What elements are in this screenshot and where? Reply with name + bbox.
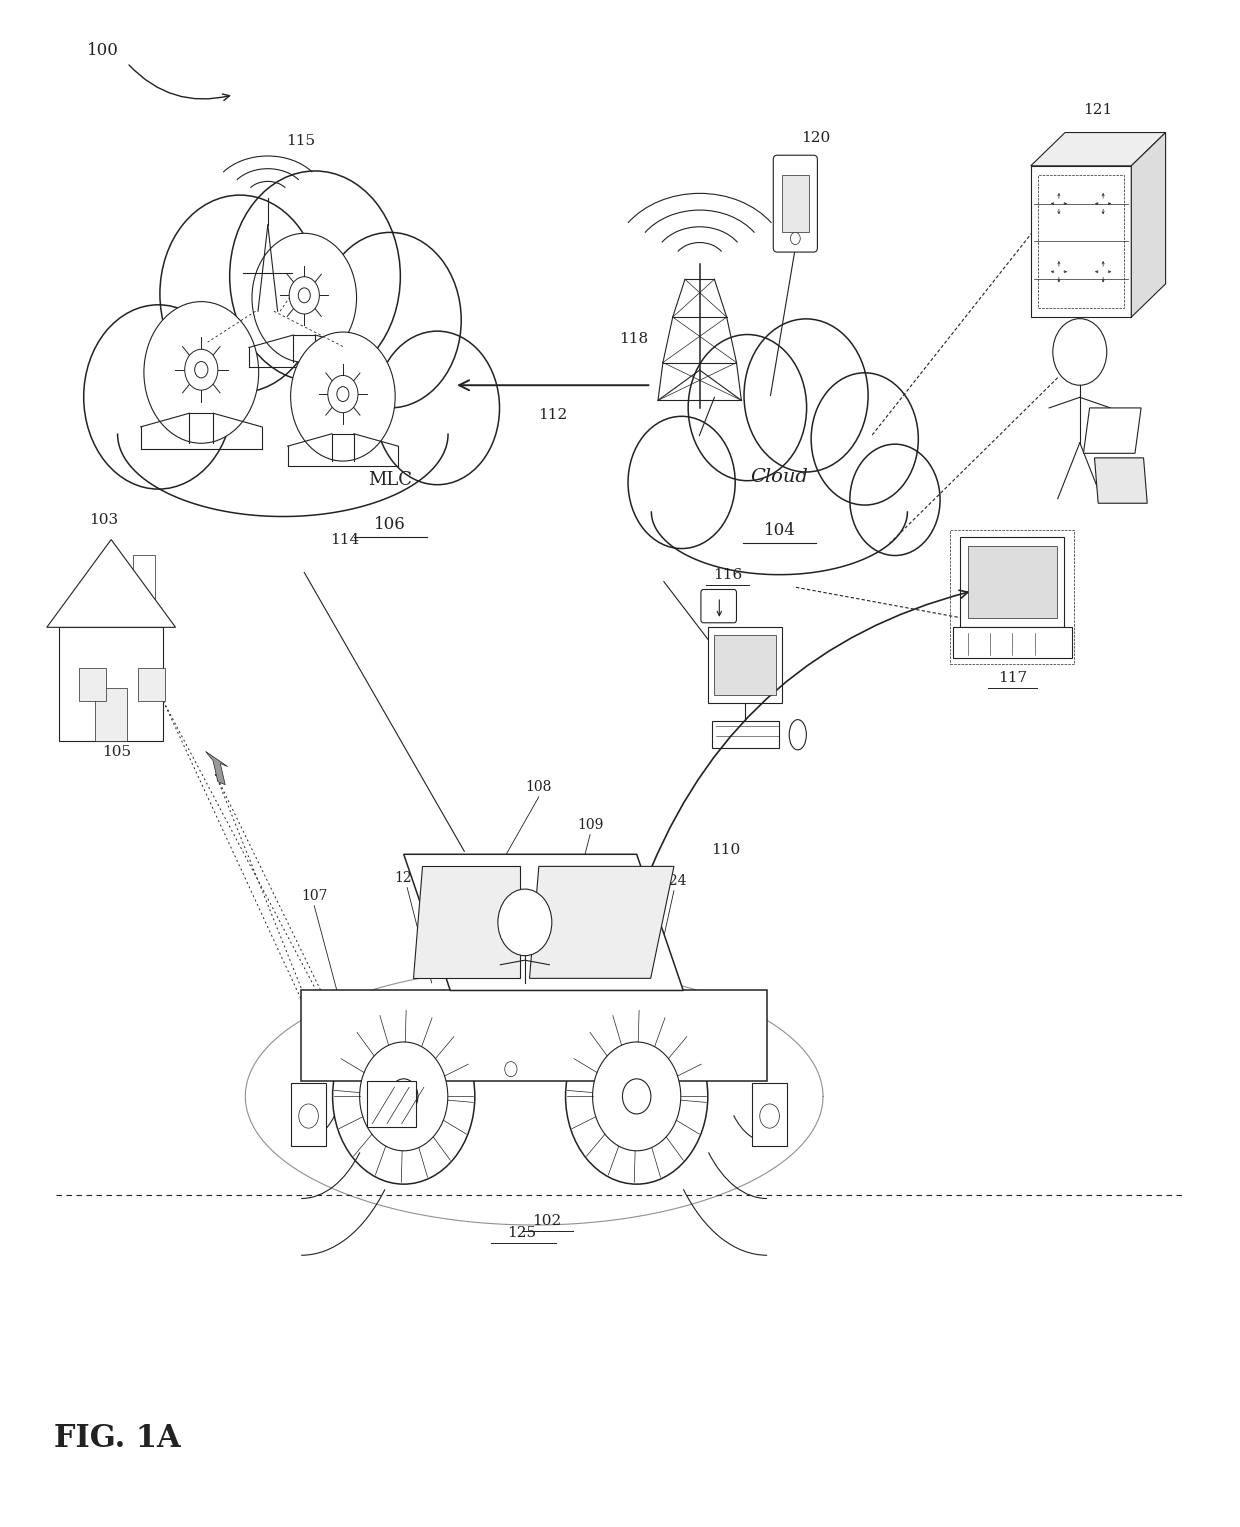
FancyBboxPatch shape	[701, 589, 737, 623]
Ellipse shape	[131, 351, 464, 516]
Text: 110: 110	[712, 843, 740, 857]
Circle shape	[360, 1041, 448, 1151]
Text: 115: 115	[286, 134, 315, 148]
Bar	[952, 628, 1071, 658]
Circle shape	[688, 334, 806, 481]
Bar	[301, 991, 768, 1081]
Bar	[79, 667, 107, 701]
Polygon shape	[529, 866, 675, 979]
Bar	[950, 530, 1074, 664]
Polygon shape	[404, 854, 683, 991]
Text: 105: 105	[103, 745, 131, 759]
Polygon shape	[1131, 133, 1166, 318]
Bar	[138, 667, 165, 701]
Text: 117: 117	[998, 670, 1027, 684]
Text: 120: 120	[801, 131, 831, 145]
Circle shape	[289, 276, 320, 315]
Text: Cloud: Cloud	[750, 469, 808, 487]
Ellipse shape	[660, 449, 918, 574]
Bar	[782, 176, 808, 232]
Text: 107: 107	[301, 889, 327, 902]
Bar	[60, 628, 164, 741]
Circle shape	[849, 444, 940, 556]
Text: 104: 104	[764, 522, 795, 539]
Circle shape	[195, 362, 208, 377]
Text: 106: 106	[374, 516, 405, 533]
Text: 119: 119	[1090, 296, 1118, 310]
Text: 121: 121	[1084, 104, 1112, 118]
Text: 123: 123	[394, 870, 420, 884]
Circle shape	[811, 373, 919, 505]
Text: 126: 126	[438, 858, 464, 872]
Circle shape	[83, 305, 233, 489]
Text: MLC: MLC	[368, 470, 412, 489]
Bar	[95, 687, 128, 741]
Text: 100: 100	[87, 43, 119, 60]
Circle shape	[319, 232, 461, 408]
Circle shape	[627, 417, 735, 548]
Bar	[367, 1081, 417, 1127]
Bar	[291, 1083, 326, 1147]
Circle shape	[332, 1009, 475, 1183]
Bar	[960, 536, 1064, 628]
Text: 118: 118	[619, 331, 649, 345]
Bar	[753, 1083, 786, 1147]
Circle shape	[389, 1080, 418, 1113]
Polygon shape	[1084, 408, 1141, 454]
Circle shape	[498, 889, 552, 956]
Bar	[1030, 166, 1131, 318]
Circle shape	[565, 1009, 708, 1183]
Circle shape	[622, 1080, 651, 1113]
Polygon shape	[206, 751, 228, 785]
Bar	[133, 554, 155, 600]
Bar	[712, 721, 780, 748]
Bar	[714, 635, 776, 695]
Bar	[1038, 176, 1123, 308]
Circle shape	[299, 289, 310, 302]
Text: 112: 112	[538, 408, 568, 421]
Polygon shape	[1030, 133, 1166, 166]
Text: 109: 109	[577, 817, 604, 832]
Circle shape	[337, 386, 348, 402]
Circle shape	[593, 1041, 681, 1151]
Circle shape	[252, 234, 357, 362]
FancyBboxPatch shape	[774, 156, 817, 252]
Circle shape	[290, 331, 396, 461]
Circle shape	[374, 331, 500, 484]
Circle shape	[160, 195, 320, 392]
Circle shape	[185, 350, 218, 389]
Text: 125: 125	[507, 1226, 537, 1240]
Circle shape	[144, 302, 259, 443]
Circle shape	[790, 232, 800, 244]
Polygon shape	[47, 539, 176, 628]
Text: 108: 108	[526, 780, 552, 794]
Text: FIG. 1A: FIG. 1A	[53, 1423, 180, 1454]
Polygon shape	[413, 866, 521, 979]
Text: 114: 114	[330, 533, 360, 547]
Bar	[708, 628, 782, 702]
Circle shape	[744, 319, 868, 472]
Text: 103: 103	[89, 513, 118, 527]
Circle shape	[1053, 319, 1107, 385]
Circle shape	[327, 376, 358, 412]
Text: 124: 124	[661, 873, 687, 887]
Ellipse shape	[789, 719, 806, 750]
Bar	[967, 545, 1058, 618]
Circle shape	[229, 171, 401, 382]
Polygon shape	[1095, 458, 1147, 504]
Text: 102: 102	[532, 1214, 560, 1228]
Text: 116: 116	[713, 568, 743, 582]
